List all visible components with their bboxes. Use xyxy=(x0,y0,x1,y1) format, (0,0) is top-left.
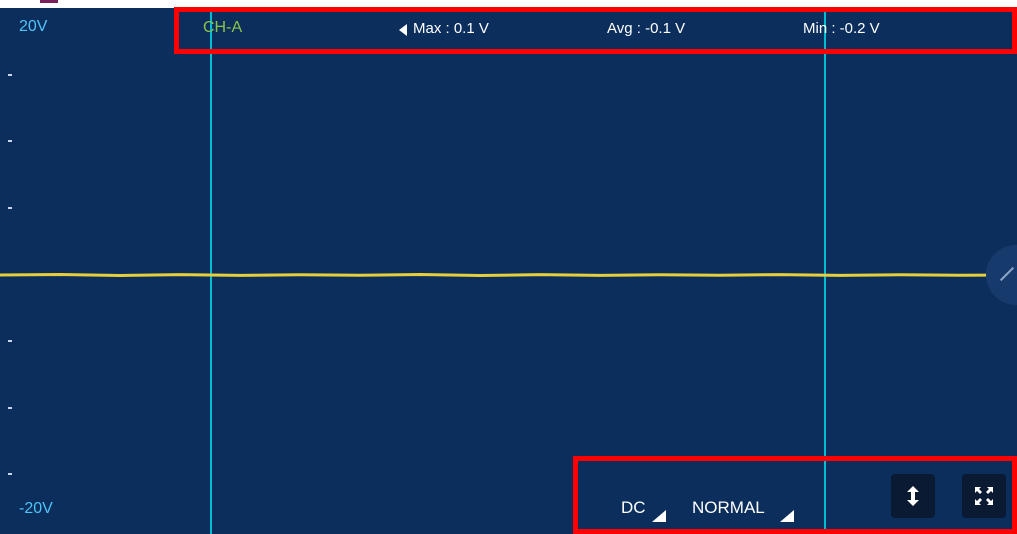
axis-tick xyxy=(8,74,12,76)
mode-dropdown[interactable]: NORMAL xyxy=(692,498,765,518)
fullscreen-icon xyxy=(975,487,993,505)
axis-tick xyxy=(8,207,12,209)
channel-label[interactable]: CH-A xyxy=(203,19,243,36)
scale-top-label: 20V xyxy=(19,18,48,35)
mode-value: NORMAL xyxy=(692,498,765,517)
time-cursor-2[interactable] xyxy=(824,8,826,534)
axis-tick xyxy=(8,473,12,475)
axis-tick xyxy=(8,407,12,409)
top-strip-marker xyxy=(40,0,58,3)
axis-tick xyxy=(8,140,12,142)
highlight-box-stats xyxy=(174,7,1017,54)
stat-min: Min : -0.2 V xyxy=(803,20,880,37)
coupling-dropdown[interactable]: DC xyxy=(621,498,646,518)
scale-bottom-label: -20V xyxy=(19,500,53,517)
stat-avg: Avg : -0.1 V xyxy=(607,20,686,37)
left-arrow-icon[interactable] xyxy=(399,24,407,36)
highlight-box-controls xyxy=(573,456,1017,534)
vertical-arrows-icon xyxy=(907,486,919,506)
vertical-adjust-button[interactable] xyxy=(891,474,935,518)
top-strip xyxy=(0,0,1017,8)
coupling-value: DC xyxy=(621,498,646,517)
fullscreen-button[interactable] xyxy=(962,474,1006,518)
axis-tick xyxy=(8,340,12,342)
coupling-dropdown-arrow-icon[interactable] xyxy=(652,510,666,522)
time-cursor-1[interactable] xyxy=(210,8,212,534)
stat-max: Max : 0.1 V xyxy=(413,20,489,37)
mode-dropdown-arrow-icon[interactable] xyxy=(780,510,794,522)
